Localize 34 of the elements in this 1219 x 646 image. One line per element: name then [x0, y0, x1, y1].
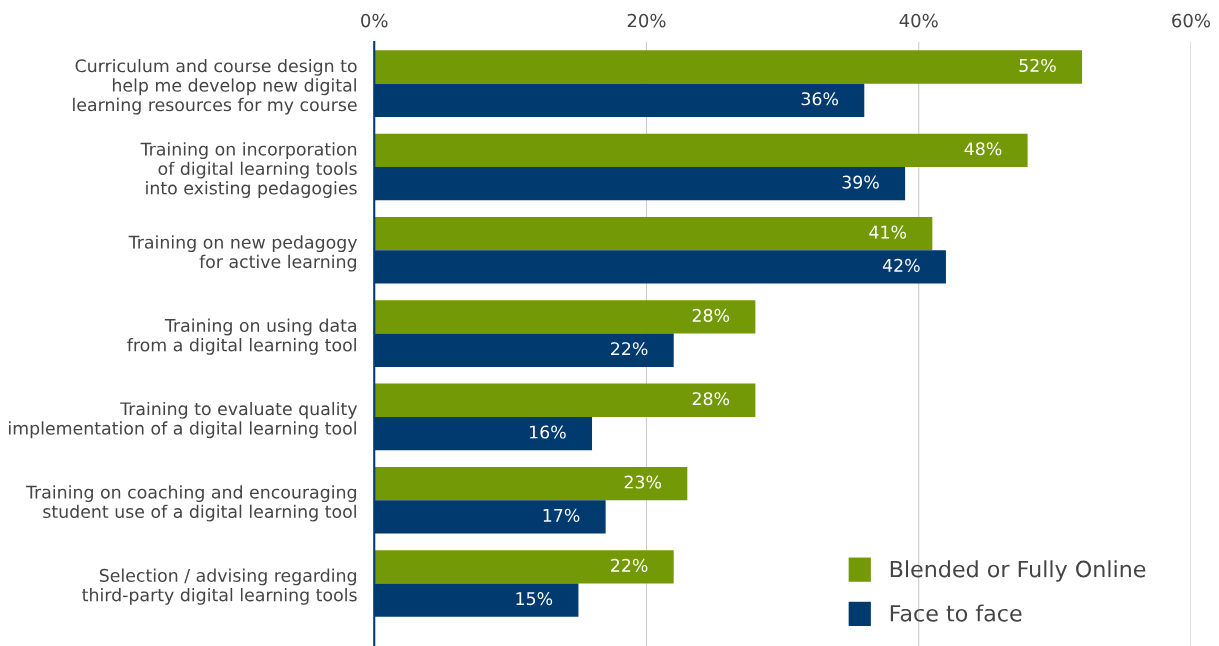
y-tick-label: Selection / advising regarding third-party digital learning tools: [82, 568, 357, 605]
y-tick-label: Training on incorporation of digital learning tools into existing pedagogies: [140, 142, 357, 198]
data-label: 17%: [543, 508, 580, 522]
data-label: 28%: [692, 392, 730, 406]
x-tick-label: 40%: [899, 13, 938, 28]
data-label: 22%: [611, 342, 648, 356]
data-label: 36%: [801, 92, 839, 106]
data-label: 41%: [869, 225, 907, 239]
data-label: 15%: [516, 592, 553, 606]
y-tick-label: Training on coaching and encouraging student use of a digital learning tool: [25, 485, 356, 522]
data-label: 52%: [1019, 58, 1056, 73]
y-tick-label: Curriculum and course design to help me develop new digital learning resources for my course: [73, 58, 357, 115]
x-tick-label: 20%: [627, 13, 666, 28]
bar: [374, 133, 1028, 167]
y-tick-label: Training on new pedagogy for active learning: [128, 235, 358, 272]
data-label: 39%: [842, 175, 879, 189]
data-label: 23%: [624, 475, 662, 489]
y-tick-label: Training on using data from a digital learning tool: [127, 318, 356, 355]
data-label: 48%: [964, 142, 1002, 156]
bar: [374, 550, 674, 584]
bar: [374, 216, 933, 251]
data-label: 16%: [530, 425, 566, 439]
y-tick-label: Training to evaluate quality implementation of a digital learning tool: [9, 401, 358, 439]
data-label: 42%: [882, 258, 920, 272]
bar: [374, 466, 688, 501]
x-tick-label: 60%: [1172, 13, 1211, 28]
bar: [374, 50, 1083, 84]
data-label: 22%: [611, 558, 648, 572]
bar: [374, 300, 756, 334]
legend-label: Face to face: [890, 604, 1022, 622]
legend-label: Blended or Fully Online: [890, 560, 1146, 582]
data-label: 28%: [692, 308, 730, 322]
x-tick-label: 0%: [361, 13, 388, 28]
bar: [374, 383, 756, 417]
